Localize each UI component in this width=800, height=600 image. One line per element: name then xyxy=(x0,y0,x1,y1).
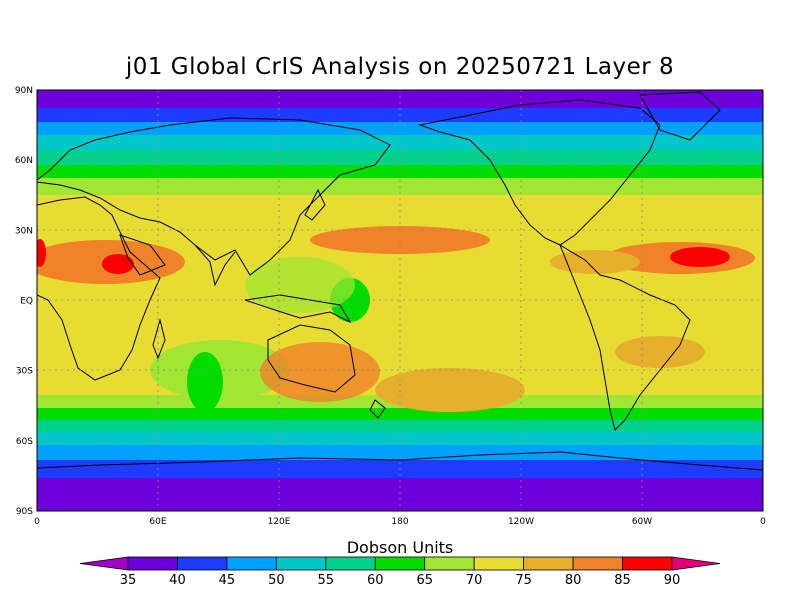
ozone-band xyxy=(37,478,763,511)
coast-madagascar xyxy=(152,318,166,360)
blob-south-pacific-high xyxy=(375,368,525,412)
blob-indian-green xyxy=(187,352,223,412)
colorbar-segment xyxy=(523,556,574,571)
colorbar-tick-label: 65 xyxy=(416,573,433,588)
colorbar-segment xyxy=(473,556,525,571)
coast-greenland xyxy=(639,91,721,141)
lon-tick-label: 60E xyxy=(149,517,166,527)
colorbar-tick-label: 70 xyxy=(466,573,483,588)
coast-indonesia xyxy=(244,294,352,324)
colorbar-tick-label: 75 xyxy=(515,573,532,588)
ozone-field xyxy=(37,90,763,511)
colorbar-segment xyxy=(374,556,426,571)
chart-title: j01 Global CrIS Analysis on 20250721 Lay… xyxy=(125,54,675,80)
colorbar-segment xyxy=(325,556,376,571)
colorbar-segment xyxy=(226,556,277,571)
lon-tick-label: 0 xyxy=(34,517,40,527)
map-frame xyxy=(36,89,764,512)
coast-japan xyxy=(304,188,326,221)
colorbar-segment xyxy=(424,556,475,571)
colorbar-tick-label: 40 xyxy=(169,573,186,588)
blob-west-africa-peak xyxy=(37,239,46,267)
lat-tick-label: EQ xyxy=(20,297,33,307)
colorbar-labels: 35 40 45 50 55 60 65 70 75 80 85 90 xyxy=(120,573,681,588)
lon-axis: 0 60E 120E 180 120W 60W 0 xyxy=(34,517,766,527)
coast-arabia xyxy=(119,234,166,276)
colorbar-tick-label: 50 xyxy=(268,573,285,588)
ozone-band xyxy=(37,122,763,135)
colorbar xyxy=(79,556,721,571)
graticule xyxy=(37,90,763,511)
lat-tick-label: 30S xyxy=(16,367,33,377)
colorbar-segment xyxy=(572,556,623,571)
lat-tick-label: 30N xyxy=(15,226,33,236)
lon-tick-label: 180 xyxy=(391,517,408,527)
colorbar-segment xyxy=(127,556,178,571)
colorbar-segment xyxy=(275,556,327,571)
blob-atlantic-peak xyxy=(670,247,730,267)
colorbar-tick-label: 90 xyxy=(664,573,681,588)
lon-tick-label: 120W xyxy=(508,517,534,527)
lat-tick-label: 60N xyxy=(15,156,33,166)
colorbar-segment xyxy=(622,556,673,571)
coast-australia xyxy=(267,324,356,393)
lat-tick-label: 90N xyxy=(15,86,33,96)
blob-caribbean-high xyxy=(550,250,640,274)
colorbar-tick-label: 45 xyxy=(219,573,236,588)
colorbar-under-arrow xyxy=(79,556,129,571)
ozone-band xyxy=(37,445,763,460)
colorbar-tick-label: 35 xyxy=(120,573,137,588)
ozone-band xyxy=(37,165,763,178)
lat-axis: 90N 60N 30N EQ 30S 60S 90S xyxy=(15,86,33,517)
blob-maritime-lime xyxy=(245,257,355,313)
coast-africa xyxy=(37,196,161,381)
colorbar-over-arrow xyxy=(671,556,721,571)
lat-tick-label: 60S xyxy=(16,437,33,447)
colorbar-tick-label: 55 xyxy=(318,573,335,588)
lon-tick-label: 0 xyxy=(760,517,766,527)
coastlines xyxy=(37,91,763,471)
colorbar-tick-label: 60 xyxy=(367,573,384,588)
lon-tick-label: 120E xyxy=(268,517,291,527)
blob-red-sea-peak xyxy=(102,254,134,274)
coast-antarctica xyxy=(37,451,763,471)
ozone-band xyxy=(37,90,763,108)
coast-india xyxy=(194,244,236,287)
coast-new-zealand xyxy=(369,399,386,419)
colorbar-title: Dobson Units xyxy=(347,538,454,557)
lon-tick-label: 60W xyxy=(632,517,652,527)
ozone-band xyxy=(37,135,763,150)
lat-tick-label: 90S xyxy=(16,507,33,517)
coast-north-america xyxy=(418,99,661,246)
colorbar-tick-label: 85 xyxy=(614,573,631,588)
colorbar-tick-label: 80 xyxy=(565,573,582,588)
coast-south-america xyxy=(558,243,691,431)
blob-brazil-high xyxy=(615,336,705,368)
blob-australia-high xyxy=(260,342,380,402)
coast-eurasia xyxy=(37,117,391,276)
colorbar-segment xyxy=(177,556,228,571)
